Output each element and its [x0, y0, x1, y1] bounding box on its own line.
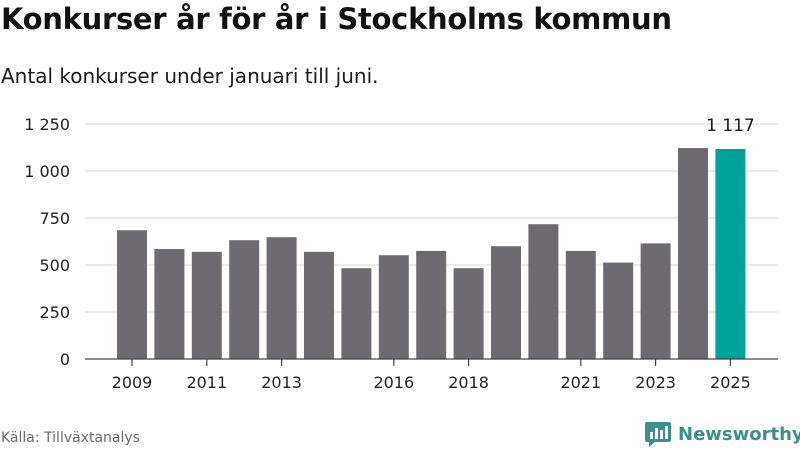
y-tick-label: 1 250 — [24, 115, 70, 134]
newsworthy-logo-text: Newsworthy — [678, 423, 800, 445]
chart-subtitle: Antal konkurser under januari till juni. — [1, 64, 379, 88]
bar-2020 — [528, 224, 559, 359]
bar-2018 — [453, 268, 484, 359]
x-tick-label: 2023 — [635, 373, 676, 392]
x-tick-label: 2018 — [448, 373, 489, 392]
bar-2011 — [191, 251, 222, 359]
data-label-highlight: 1 117 — [706, 116, 755, 136]
x-tick-label: 2011 — [186, 373, 227, 392]
bar-2012 — [229, 240, 260, 359]
bar-2025 — [715, 149, 746, 359]
bars — [117, 148, 746, 359]
newsworthy-logo[interactable]: Newsworthy — [644, 420, 800, 448]
bar-2009 — [117, 230, 147, 359]
x-tick-label: 2013 — [261, 373, 302, 392]
bar-2015 — [341, 268, 372, 359]
bar-2022 — [603, 262, 634, 359]
bar-2014 — [304, 251, 334, 359]
y-tick-label: 250 — [39, 303, 70, 322]
y-tick-label: 500 — [39, 256, 70, 275]
bar-2021 — [565, 250, 596, 359]
y-tick-label: 750 — [39, 209, 70, 228]
newsworthy-logo-icon — [645, 422, 671, 447]
bar-2013 — [266, 237, 297, 359]
y-tick-label: 1 000 — [24, 162, 70, 181]
x-tick-label: 2009 — [112, 373, 153, 392]
bar-2016 — [378, 255, 409, 359]
bar-2024 — [678, 148, 708, 359]
bar-2017 — [416, 250, 447, 359]
bar-2023 — [640, 243, 671, 359]
chart-title: Konkurser år för år i Stockholms kommun — [1, 2, 672, 36]
data-labels: 1 117 — [706, 116, 755, 136]
x-tick-label: 2016 — [373, 373, 414, 392]
bar-2010 — [154, 249, 185, 359]
y-tick-label: 0 — [60, 350, 70, 369]
x-tick-label: 2025 — [710, 373, 751, 392]
x-axis-ticks: 2009 2011 2013 2016 2018 2021 2023 2025 — [112, 359, 751, 392]
bar-2019 — [491, 246, 521, 359]
source-note: Källa: Tillväxtanalys — [1, 430, 140, 446]
y-axis-ticks: 0 250 500 750 1 000 1 250 — [24, 115, 70, 369]
x-tick-label: 2021 — [560, 373, 601, 392]
